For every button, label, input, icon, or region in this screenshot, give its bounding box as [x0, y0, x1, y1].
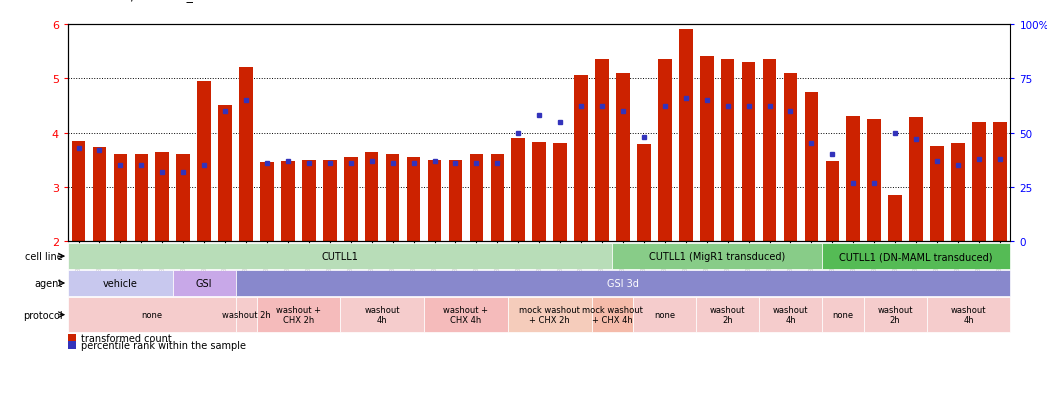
Bar [176, 155, 191, 242]
Bar [575, 76, 588, 242]
Text: mock washout
+ CHX 4h: mock washout + CHX 4h [582, 305, 643, 325]
Bar [637, 145, 651, 242]
Text: CUTLL1: CUTLL1 [321, 252, 359, 261]
Text: none: none [141, 311, 162, 319]
Bar [113, 155, 128, 242]
Text: CUTLL1 (DN-MAML transduced): CUTLL1 (DN-MAML transduced) [840, 252, 993, 261]
Bar [554, 144, 567, 242]
Bar [741, 63, 756, 242]
Text: washout
2h: washout 2h [877, 305, 913, 325]
Bar [281, 162, 295, 242]
Text: agent: agent [35, 278, 63, 288]
Bar [846, 117, 861, 242]
Text: washout
4h: washout 4h [951, 305, 986, 325]
Text: washout 2h: washout 2h [222, 311, 270, 319]
Text: washout
4h: washout 4h [773, 305, 808, 325]
Bar [804, 93, 819, 242]
Bar [428, 160, 442, 242]
Text: none: none [832, 311, 853, 319]
Bar [762, 60, 776, 242]
Text: cell line: cell line [25, 252, 63, 261]
Text: transformed count: transformed count [81, 333, 172, 343]
Text: washout
4h: washout 4h [364, 305, 400, 325]
Text: GDS4289 / 235944_at: GDS4289 / 235944_at [68, 0, 205, 2]
Bar [93, 148, 107, 242]
Text: protocol: protocol [23, 310, 63, 320]
Text: percentile rank within the sample: percentile rank within the sample [81, 340, 246, 350]
Text: GSI 3d: GSI 3d [607, 278, 639, 288]
Bar [700, 57, 714, 242]
Bar [364, 152, 379, 242]
Bar [720, 60, 735, 242]
Bar [344, 158, 358, 242]
Bar [469, 155, 484, 242]
Bar [386, 155, 400, 242]
Bar [678, 30, 693, 242]
Bar [512, 139, 526, 242]
Bar [219, 106, 232, 242]
Bar [825, 161, 839, 242]
Bar [448, 160, 462, 242]
Bar [993, 122, 1006, 242]
Bar [951, 144, 964, 242]
Text: washout
2h: washout 2h [710, 305, 745, 325]
Bar [322, 160, 337, 242]
Bar [783, 74, 798, 242]
Text: washout +
CHX 4h: washout + CHX 4h [444, 305, 488, 325]
Bar [490, 155, 505, 242]
Bar [595, 60, 609, 242]
Bar [888, 195, 901, 242]
Bar [909, 118, 923, 242]
Bar [867, 120, 881, 242]
Bar [260, 163, 274, 242]
Bar [198, 82, 211, 242]
Bar [155, 152, 170, 242]
Text: mock washout
+ CHX 2h: mock washout + CHX 2h [519, 305, 580, 325]
Text: GSI: GSI [196, 278, 213, 288]
Bar [239, 68, 253, 242]
Text: washout +
CHX 2h: washout + CHX 2h [276, 305, 320, 325]
Bar [134, 155, 149, 242]
Bar [71, 141, 86, 242]
Bar [658, 60, 672, 242]
Bar [303, 160, 316, 242]
Bar [616, 74, 629, 242]
Bar [972, 122, 986, 242]
Text: vehicle: vehicle [103, 278, 138, 288]
Bar [930, 147, 944, 242]
Text: CUTLL1 (MigR1 transduced): CUTLL1 (MigR1 transduced) [649, 252, 785, 261]
Bar [406, 158, 420, 242]
Text: none: none [654, 311, 675, 319]
Bar [533, 143, 547, 242]
